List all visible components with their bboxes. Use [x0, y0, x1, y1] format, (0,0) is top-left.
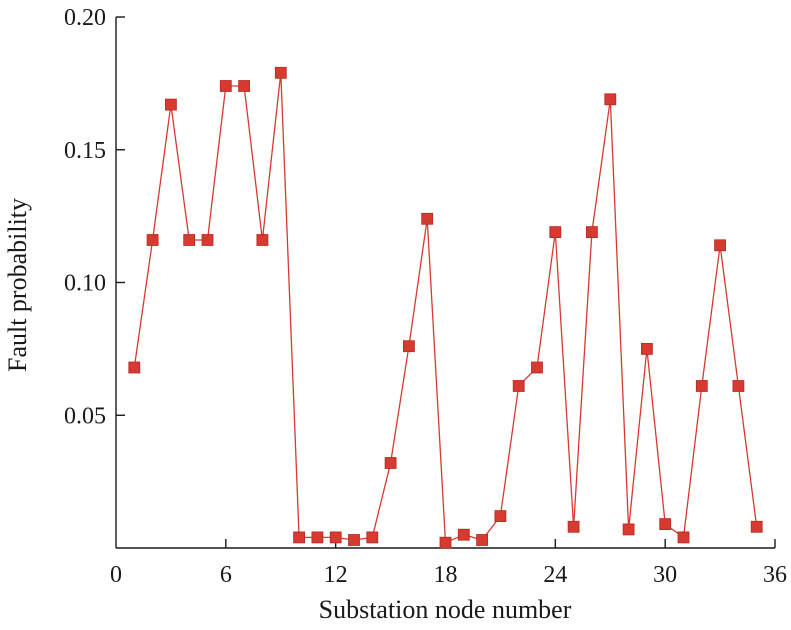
x-tick-label: 6	[220, 562, 232, 588]
data-point-marker	[311, 531, 324, 544]
y-tick-label: 0.05	[64, 403, 106, 429]
data-point-marker	[457, 528, 470, 541]
data-point-marker	[146, 234, 159, 246]
x-axis-title: Substation node number	[319, 595, 572, 624]
data-point-marker	[201, 234, 214, 246]
data-point-marker	[366, 531, 379, 544]
data-point-marker	[531, 361, 543, 374]
x-tick-label: 18	[434, 562, 458, 588]
data-point-marker	[732, 380, 745, 392]
data-point-marker	[293, 531, 306, 544]
data-point-marker	[512, 380, 525, 392]
series-layer	[128, 66, 763, 549]
data-point-marker	[494, 510, 507, 523]
data-point-marker	[567, 520, 580, 533]
data-point-marker	[384, 457, 397, 469]
data-point-marker	[586, 226, 598, 239]
y-tick-label: 0.20	[64, 5, 106, 31]
data-point-marker	[402, 340, 415, 353]
data-point-marker	[128, 361, 141, 374]
y-tick-label: 0.10	[64, 271, 106, 297]
data-point-marker	[274, 66, 287, 79]
y-axis-title: Fault probability	[3, 198, 32, 372]
x-tick-label: 12	[324, 562, 348, 588]
data-point-marker	[183, 234, 196, 246]
data-point-marker	[622, 523, 635, 536]
data-point-marker	[750, 520, 763, 533]
data-point-marker	[549, 226, 562, 239]
data-point-marker	[256, 234, 269, 246]
data-point-marker	[329, 531, 342, 544]
x-tick-label: 36	[763, 562, 787, 588]
y-axis-ticks: 0.05 0.10 0.15 0.20	[64, 5, 125, 429]
plot-area: 0 6 12 18 24 30 36 0.05 0.10 0.15 0.20	[64, 5, 787, 588]
data-point-marker	[348, 534, 360, 546]
x-axis-ticks: 0 6 12 18 24 30 36	[110, 539, 787, 588]
data-point-marker	[659, 518, 672, 530]
x-tick-label: 0	[110, 562, 122, 588]
x-tick-label: 24	[543, 562, 567, 588]
y-tick-label: 0.15	[64, 138, 106, 164]
data-point-marker	[695, 380, 708, 392]
data-point-marker	[238, 80, 251, 92]
data-point-marker	[421, 212, 434, 225]
series-line	[133, 72, 758, 544]
data-point-marker	[714, 239, 726, 252]
data-point-marker	[439, 536, 452, 549]
x-tick-label: 30	[653, 562, 677, 588]
data-point-marker	[641, 342, 653, 355]
data-point-marker	[164, 98, 177, 111]
data-point-marker	[604, 93, 617, 106]
data-point-marker	[677, 531, 690, 544]
data-point-marker	[219, 80, 232, 92]
data-point-marker	[476, 534, 489, 546]
